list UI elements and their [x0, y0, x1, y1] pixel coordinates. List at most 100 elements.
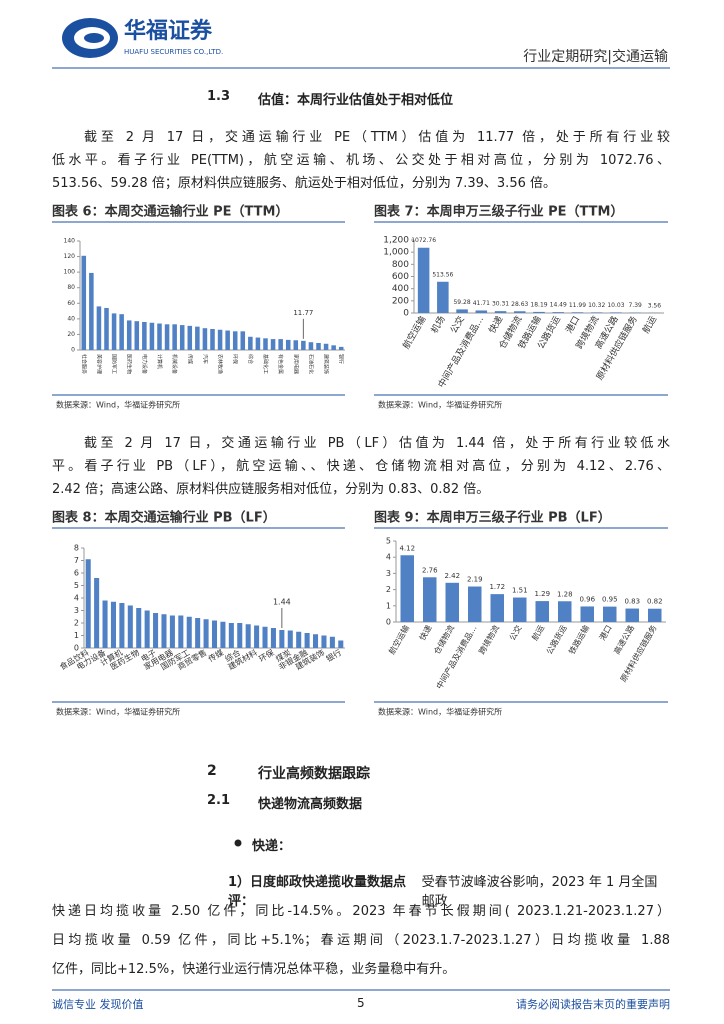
- bar: [245, 624, 251, 648]
- y-tick-label: 100: [64, 269, 76, 276]
- y-tick-label: 200: [392, 296, 409, 306]
- x-tick-label: 快递: [486, 314, 505, 336]
- y-tick-label: 5: [74, 581, 79, 590]
- data-label: 11.77: [293, 309, 313, 317]
- data-label: 2.19: [467, 576, 483, 584]
- chart-source: 数据来源：Wind，华福证券研究所: [56, 707, 180, 717]
- y-tick-label: 0: [386, 618, 391, 627]
- x-tick-label: 航运: [640, 314, 659, 336]
- data-label: 1.29: [534, 590, 550, 598]
- data-label: 2.42: [444, 572, 460, 580]
- bar: [494, 311, 507, 313]
- x-tick-label: 公路货运: [544, 623, 569, 656]
- chart-title: 图表 7：本周申万三级子行业 PE（TTM）: [374, 204, 623, 220]
- section-title: 估值：本周行业估值处于相对低位: [258, 93, 454, 108]
- chart-title: 图表 8：本周交通运输行业 PB（LF）: [52, 510, 276, 526]
- data-label: 0.95: [602, 596, 618, 604]
- x-tick-label: 计算机: [156, 354, 163, 369]
- bar: [278, 339, 283, 350]
- y-tick-label: 2: [74, 619, 79, 628]
- bar: [270, 339, 276, 350]
- text: 受春节波峰波谷影响，2023 年 1 月全国邮政: [421, 875, 658, 909]
- bar: [94, 578, 100, 648]
- bar: [119, 603, 125, 648]
- data-label: 59.28: [453, 299, 470, 306]
- data-label: 513.56: [432, 271, 453, 278]
- x-tick-label: 环保: [232, 354, 239, 364]
- footer-right: 请务必阅读报告末页的重要声明: [516, 998, 670, 1011]
- data-label: 10.32: [588, 302, 605, 309]
- y-tick-label: 7: [74, 556, 79, 565]
- bar: [625, 608, 639, 622]
- y-tick-label: 0: [403, 309, 409, 319]
- bar: [178, 615, 184, 648]
- y-tick-label: 1,200: [383, 236, 409, 246]
- data-label: 41.71: [473, 300, 490, 307]
- bar: [186, 616, 192, 648]
- bar: [248, 336, 253, 350]
- x-tick-label: 机场: [428, 314, 447, 336]
- chart-title: 图表 6：本周交通运输行业 PE（TTM）: [52, 204, 288, 220]
- bar: [323, 343, 329, 350]
- bar: [445, 582, 459, 622]
- chart-source: 数据来源：Wind，华福证券研究所: [56, 400, 180, 410]
- data-label: 30.31: [492, 301, 509, 308]
- bar: [338, 640, 344, 648]
- x-tick-label: 环保: [257, 647, 276, 664]
- bar: [558, 601, 572, 622]
- chart-title: 图表 9：本周申万三级子行业 PB（LF）: [374, 510, 611, 526]
- bar: [603, 606, 617, 622]
- bar: [102, 600, 108, 648]
- bar: [202, 328, 208, 350]
- bar: [240, 331, 246, 350]
- data-label: 1072.76: [411, 237, 436, 244]
- bar: [270, 628, 276, 648]
- bar: [287, 630, 293, 648]
- bar: [172, 324, 177, 350]
- bullet-text: 快递：: [252, 839, 292, 854]
- page-number: 5: [357, 996, 365, 1010]
- y-tick-label: 0: [71, 347, 75, 354]
- x-tick-label: 综合: [247, 354, 254, 364]
- bar: [514, 311, 526, 313]
- bar: [119, 314, 124, 350]
- bar: [203, 619, 209, 648]
- x-tick-label: 仓储物流: [431, 623, 456, 656]
- bar: [279, 630, 285, 648]
- x-tick-label: 航运: [529, 623, 546, 642]
- data-label: 11.99: [569, 302, 586, 309]
- x-tick-label: 美容护理: [95, 354, 102, 374]
- data-label: 18.19: [530, 301, 547, 308]
- x-tick-label: 快递: [417, 623, 434, 642]
- bar: [571, 312, 584, 313]
- y-tick-label: 4: [74, 594, 79, 603]
- bar: [157, 323, 162, 350]
- x-tick-label: 公交: [507, 623, 524, 642]
- text-line: 1）日度邮政快递揽收量数据点评： 受春节波峰波谷影响，2023 年 1 月全国邮政: [52, 871, 670, 909]
- bar: [85, 559, 91, 648]
- company-name: 华福证券: [124, 18, 213, 44]
- x-tick-label: 港口: [563, 314, 582, 336]
- chart-source: 数据来源：Wind，华福证券研究所: [378, 400, 502, 410]
- y-tick-label: 400: [392, 284, 409, 294]
- bar: [89, 272, 94, 350]
- bar: [169, 615, 175, 648]
- x-tick-label: 高速公路: [611, 623, 636, 656]
- x-tick-label: 港口: [597, 623, 614, 642]
- x-tick-label: 传媒: [186, 354, 193, 364]
- bar: [255, 337, 261, 350]
- bar: [111, 313, 117, 350]
- x-tick-label: 银行: [338, 354, 345, 364]
- text-line: 日均揽收量 0.59 亿件，同比+5.1%；春运期间（2023.1.7-2023…: [52, 933, 670, 948]
- bar: [134, 321, 140, 350]
- bar: [127, 605, 133, 648]
- y-tick-label: 600: [392, 272, 409, 282]
- text-line: 低水平。看子行业 PE(TTM)，航空运输、机场、公交处于相对高位，分别为 10…: [52, 153, 670, 168]
- bullet-dot: [234, 839, 242, 847]
- data-label: 1.72: [489, 583, 505, 591]
- bar: [490, 594, 504, 622]
- bar: [338, 346, 344, 350]
- bar: [217, 329, 223, 350]
- data-label: 4.12: [399, 544, 415, 552]
